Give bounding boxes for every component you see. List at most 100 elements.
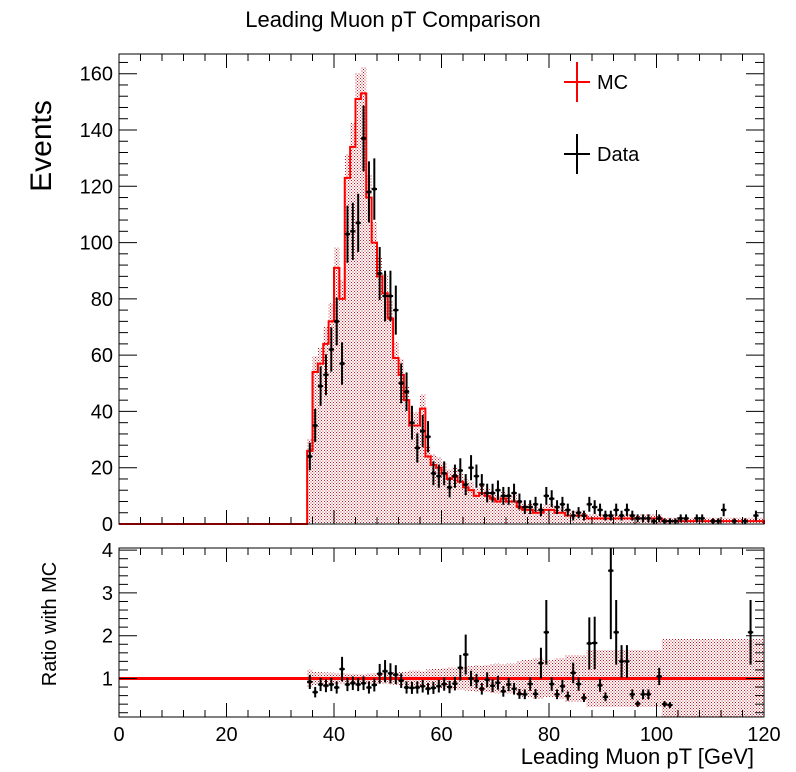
- data-point-marker: [340, 362, 344, 366]
- ratio-point: [602, 692, 609, 702]
- data-point: [441, 461, 447, 486]
- ratio-y-tick-label: 1: [102, 668, 113, 690]
- data-point-marker: [754, 514, 758, 518]
- data-point-marker: [614, 508, 618, 512]
- ratio-point: [522, 689, 528, 700]
- data-point-marker: [308, 454, 312, 458]
- ratio-point-marker: [319, 682, 323, 686]
- ratio-point-marker: [329, 682, 333, 686]
- ratio-point: [613, 599, 619, 665]
- ratio-point-marker: [372, 683, 376, 687]
- data-point: [527, 500, 533, 515]
- data-point: [672, 518, 678, 524]
- data-point-marker: [528, 505, 532, 509]
- data-point-marker: [372, 187, 376, 191]
- ratio-point: [538, 647, 544, 679]
- data-point-marker: [636, 516, 640, 520]
- mc-band-bin: [355, 73, 361, 525]
- ratio-point-marker: [582, 696, 586, 700]
- data-point-marker: [603, 514, 607, 518]
- main-plot-panel: 0 20 40 60 80 100 120 140 160 Events: [25, 53, 765, 536]
- data-point: [473, 464, 480, 488]
- ratio-point-marker: [593, 641, 597, 645]
- ratio-point: [420, 679, 426, 693]
- ratio-point: [457, 654, 463, 681]
- mc-band-bin: [506, 494, 512, 524]
- data-point: [425, 421, 431, 453]
- data-point: [339, 342, 345, 385]
- ratio-point-marker: [405, 685, 409, 689]
- data-point-marker: [399, 381, 403, 385]
- mc-band-bin: [511, 494, 517, 524]
- mc-band-bin: [328, 303, 334, 524]
- ratio-point: [575, 677, 582, 691]
- ratio-point: [317, 677, 324, 692]
- data-point: [651, 518, 657, 524]
- mc-band-bin: [527, 504, 533, 524]
- mc-band-bin: [484, 488, 490, 524]
- mc-band-bin: [382, 273, 388, 524]
- data-point: [624, 503, 630, 517]
- data-point-marker: [324, 373, 328, 377]
- mc-band-bin: [452, 466, 458, 524]
- ratio-point: [570, 662, 576, 684]
- mc-band-bin: [516, 500, 523, 524]
- ratio-point: [597, 678, 603, 692]
- data-point-marker: [684, 516, 688, 520]
- y-tick-label: 60: [91, 345, 113, 367]
- data-point: [452, 464, 458, 488]
- ratio-point: [312, 686, 318, 698]
- chart-title: Leading Muon pT Comparison: [245, 7, 541, 32]
- ratio-point: [747, 599, 754, 665]
- data-point: [398, 363, 404, 404]
- mc-band-bin: [430, 454, 437, 524]
- y-tick-label: 160: [80, 64, 113, 86]
- data-point-marker: [550, 497, 554, 501]
- data-point: [495, 480, 501, 500]
- ratio-point: [559, 679, 566, 693]
- ratio-point: [500, 685, 506, 697]
- data-point-marker: [571, 514, 575, 518]
- ratio-point: [414, 681, 420, 694]
- ratio-point-marker: [501, 689, 505, 693]
- data-point-marker: [652, 519, 656, 523]
- ratio-point-marker: [442, 682, 446, 686]
- ratio-point-marker: [544, 630, 548, 634]
- data-point: [489, 483, 496, 503]
- ratio-point: [382, 660, 388, 683]
- data-point-marker: [679, 516, 683, 520]
- ratio-point: [452, 676, 458, 691]
- ratio-point: [506, 677, 512, 692]
- x-tick-label: 120: [747, 724, 780, 746]
- ratio-point: [532, 688, 539, 699]
- data-point: [414, 433, 420, 463]
- y-tick-label: 20: [91, 458, 113, 480]
- ratio-point-marker: [464, 653, 468, 657]
- mc-band-bin: [489, 491, 496, 524]
- data-point: [538, 503, 544, 517]
- data-point: [446, 477, 453, 498]
- data-point: [344, 205, 351, 263]
- data-point: [742, 518, 748, 524]
- ratio-point: [328, 677, 334, 692]
- ratio-point: [592, 616, 598, 670]
- data-point-marker: [362, 136, 366, 140]
- data-point-marker: [464, 483, 468, 487]
- ratio-point: [334, 681, 340, 694]
- ratio-point-marker: [394, 673, 398, 677]
- data-point-marker: [388, 294, 392, 298]
- data-point: [694, 514, 700, 523]
- data-point: [430, 461, 437, 486]
- ratio-point: [565, 691, 571, 701]
- y-tick-label: 40: [91, 401, 113, 423]
- mc-band-bin: [554, 507, 560, 524]
- data-point-marker: [560, 502, 564, 506]
- data-point-marker: [544, 494, 548, 498]
- data-point-marker: [609, 514, 613, 518]
- data-point: [586, 496, 592, 512]
- mc-band-bin: [307, 439, 313, 524]
- ratio-point: [645, 689, 652, 700]
- mc-band-bin: [532, 507, 539, 524]
- ratio-point: [430, 681, 437, 694]
